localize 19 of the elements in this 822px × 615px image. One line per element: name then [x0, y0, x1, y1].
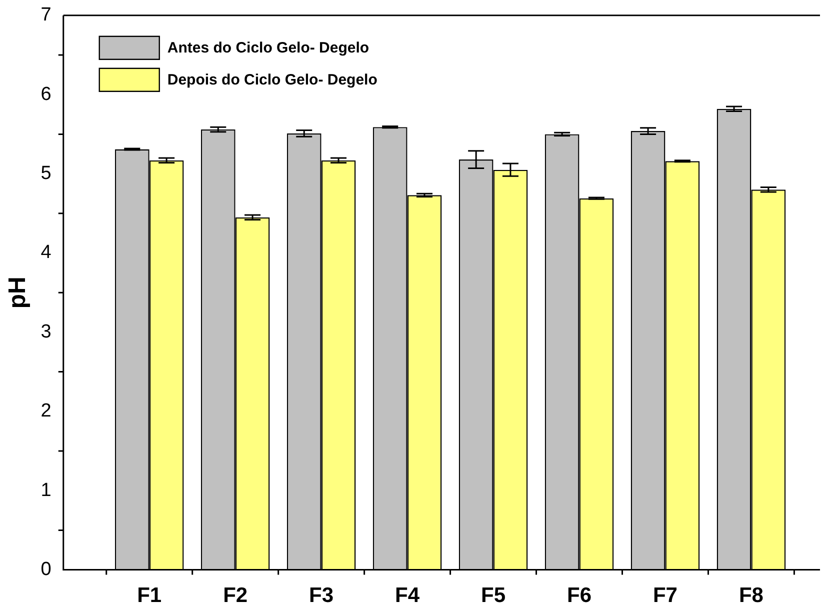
y-tick-label: 4 [40, 242, 52, 264]
y-tick-label: 1 [40, 480, 52, 501]
y-tick-label: 3 [40, 321, 52, 342]
legend-label: Depois do Ciclo Gelo- Degelo [167, 72, 378, 89]
x-tick-label: F6 [566, 584, 592, 608]
y-tick-label: 6 [40, 84, 52, 105]
x-tick-label: F4 [395, 584, 420, 608]
y-tick-label: 7 [40, 4, 52, 26]
x-tick-label: F7 [652, 584, 678, 608]
x-tick-label: F5 [481, 584, 506, 608]
y-tick-label: 0 [40, 559, 52, 580]
x-tick-label: F1 [137, 584, 162, 608]
x-tick-label: F2 [223, 584, 248, 608]
y-axis-title: pH [4, 276, 32, 309]
legend-label: Antes do Ciclo Gelo- Degelo [167, 40, 370, 57]
x-tick-label: F3 [309, 584, 334, 608]
x-tick-label: F8 [738, 584, 764, 608]
y-tick-label: 5 [40, 163, 52, 184]
y-tick-label: 2 [40, 400, 52, 422]
